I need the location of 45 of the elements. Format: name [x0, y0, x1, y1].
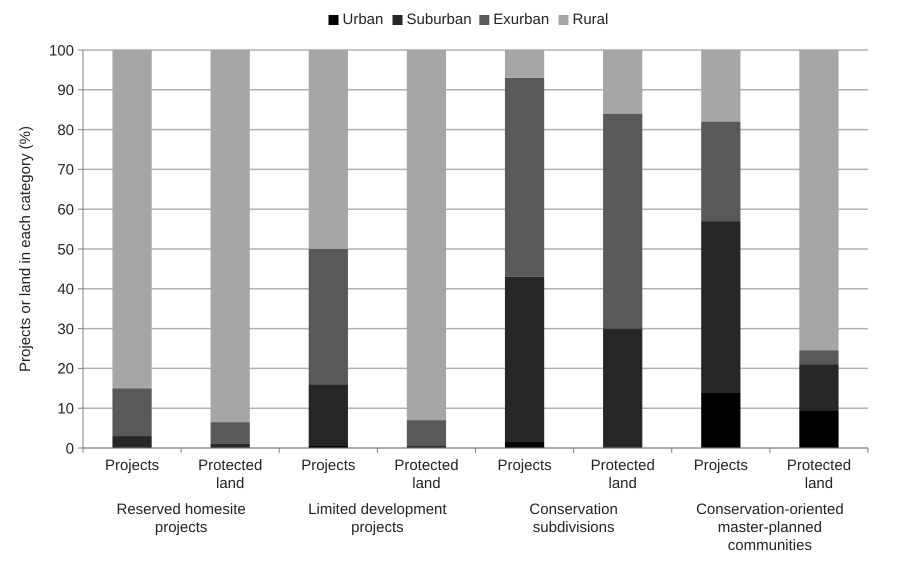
- bar: [701, 221, 740, 392]
- bar: [112, 436, 152, 448]
- bar: [504, 442, 544, 448]
- bar: [701, 392, 740, 448]
- y-tick-label: 10: [57, 400, 74, 418]
- x-tick-label: Projects: [301, 457, 356, 474]
- y-tick-label: 30: [57, 320, 74, 338]
- text: Reserved homesite projects: [116, 501, 246, 536]
- x-tick-label: Protected land: [198, 457, 262, 492]
- legend-label: Exurban: [493, 11, 550, 28]
- bar: [112, 388, 152, 436]
- y-tick-label: 70: [57, 162, 74, 179]
- x-tick-label: Protected land: [394, 457, 459, 492]
- text: Conservation subdivisions: [529, 501, 618, 536]
- bar: [308, 384, 348, 446]
- y-tick-label: 60: [57, 201, 74, 218]
- y-tick-label: 40: [57, 281, 74, 298]
- y-tick-label: 100: [48, 42, 74, 60]
- y-tick-label: 90: [57, 82, 74, 100]
- legend-label: Suburban: [406, 11, 472, 28]
- bar: [701, 122, 740, 222]
- y-tick-label: 20: [57, 360, 74, 378]
- bar: [799, 350, 839, 364]
- bar: [799, 410, 839, 448]
- x-tick-label: Protected land: [786, 457, 852, 492]
- bar: [799, 364, 839, 410]
- legend-label: Urban: [342, 11, 384, 28]
- legend-label: Rural: [572, 11, 608, 28]
- bar: [603, 328, 642, 448]
- bar: [210, 422, 250, 444]
- x-tick-label: Projects: [104, 457, 160, 474]
- bar: [504, 78, 544, 277]
- text: Conservation-oriented master-planned communities: [696, 501, 844, 554]
- y-tick-label: 50: [57, 241, 74, 258]
- bar: [308, 249, 348, 384]
- y-axis-title: Projects or land in each category (%): [17, 126, 34, 372]
- y-tick-label: 80: [57, 122, 74, 139]
- x-tick-label: Protected land: [590, 457, 655, 492]
- y-tick-label: 0: [66, 440, 74, 458]
- x-tick-label: Projects: [694, 457, 748, 474]
- bar: [603, 114, 642, 329]
- bar: [504, 276, 544, 442]
- text: Limited development projects: [308, 501, 448, 536]
- bar: [406, 420, 446, 446]
- x-tick-label: Projects: [497, 457, 552, 474]
